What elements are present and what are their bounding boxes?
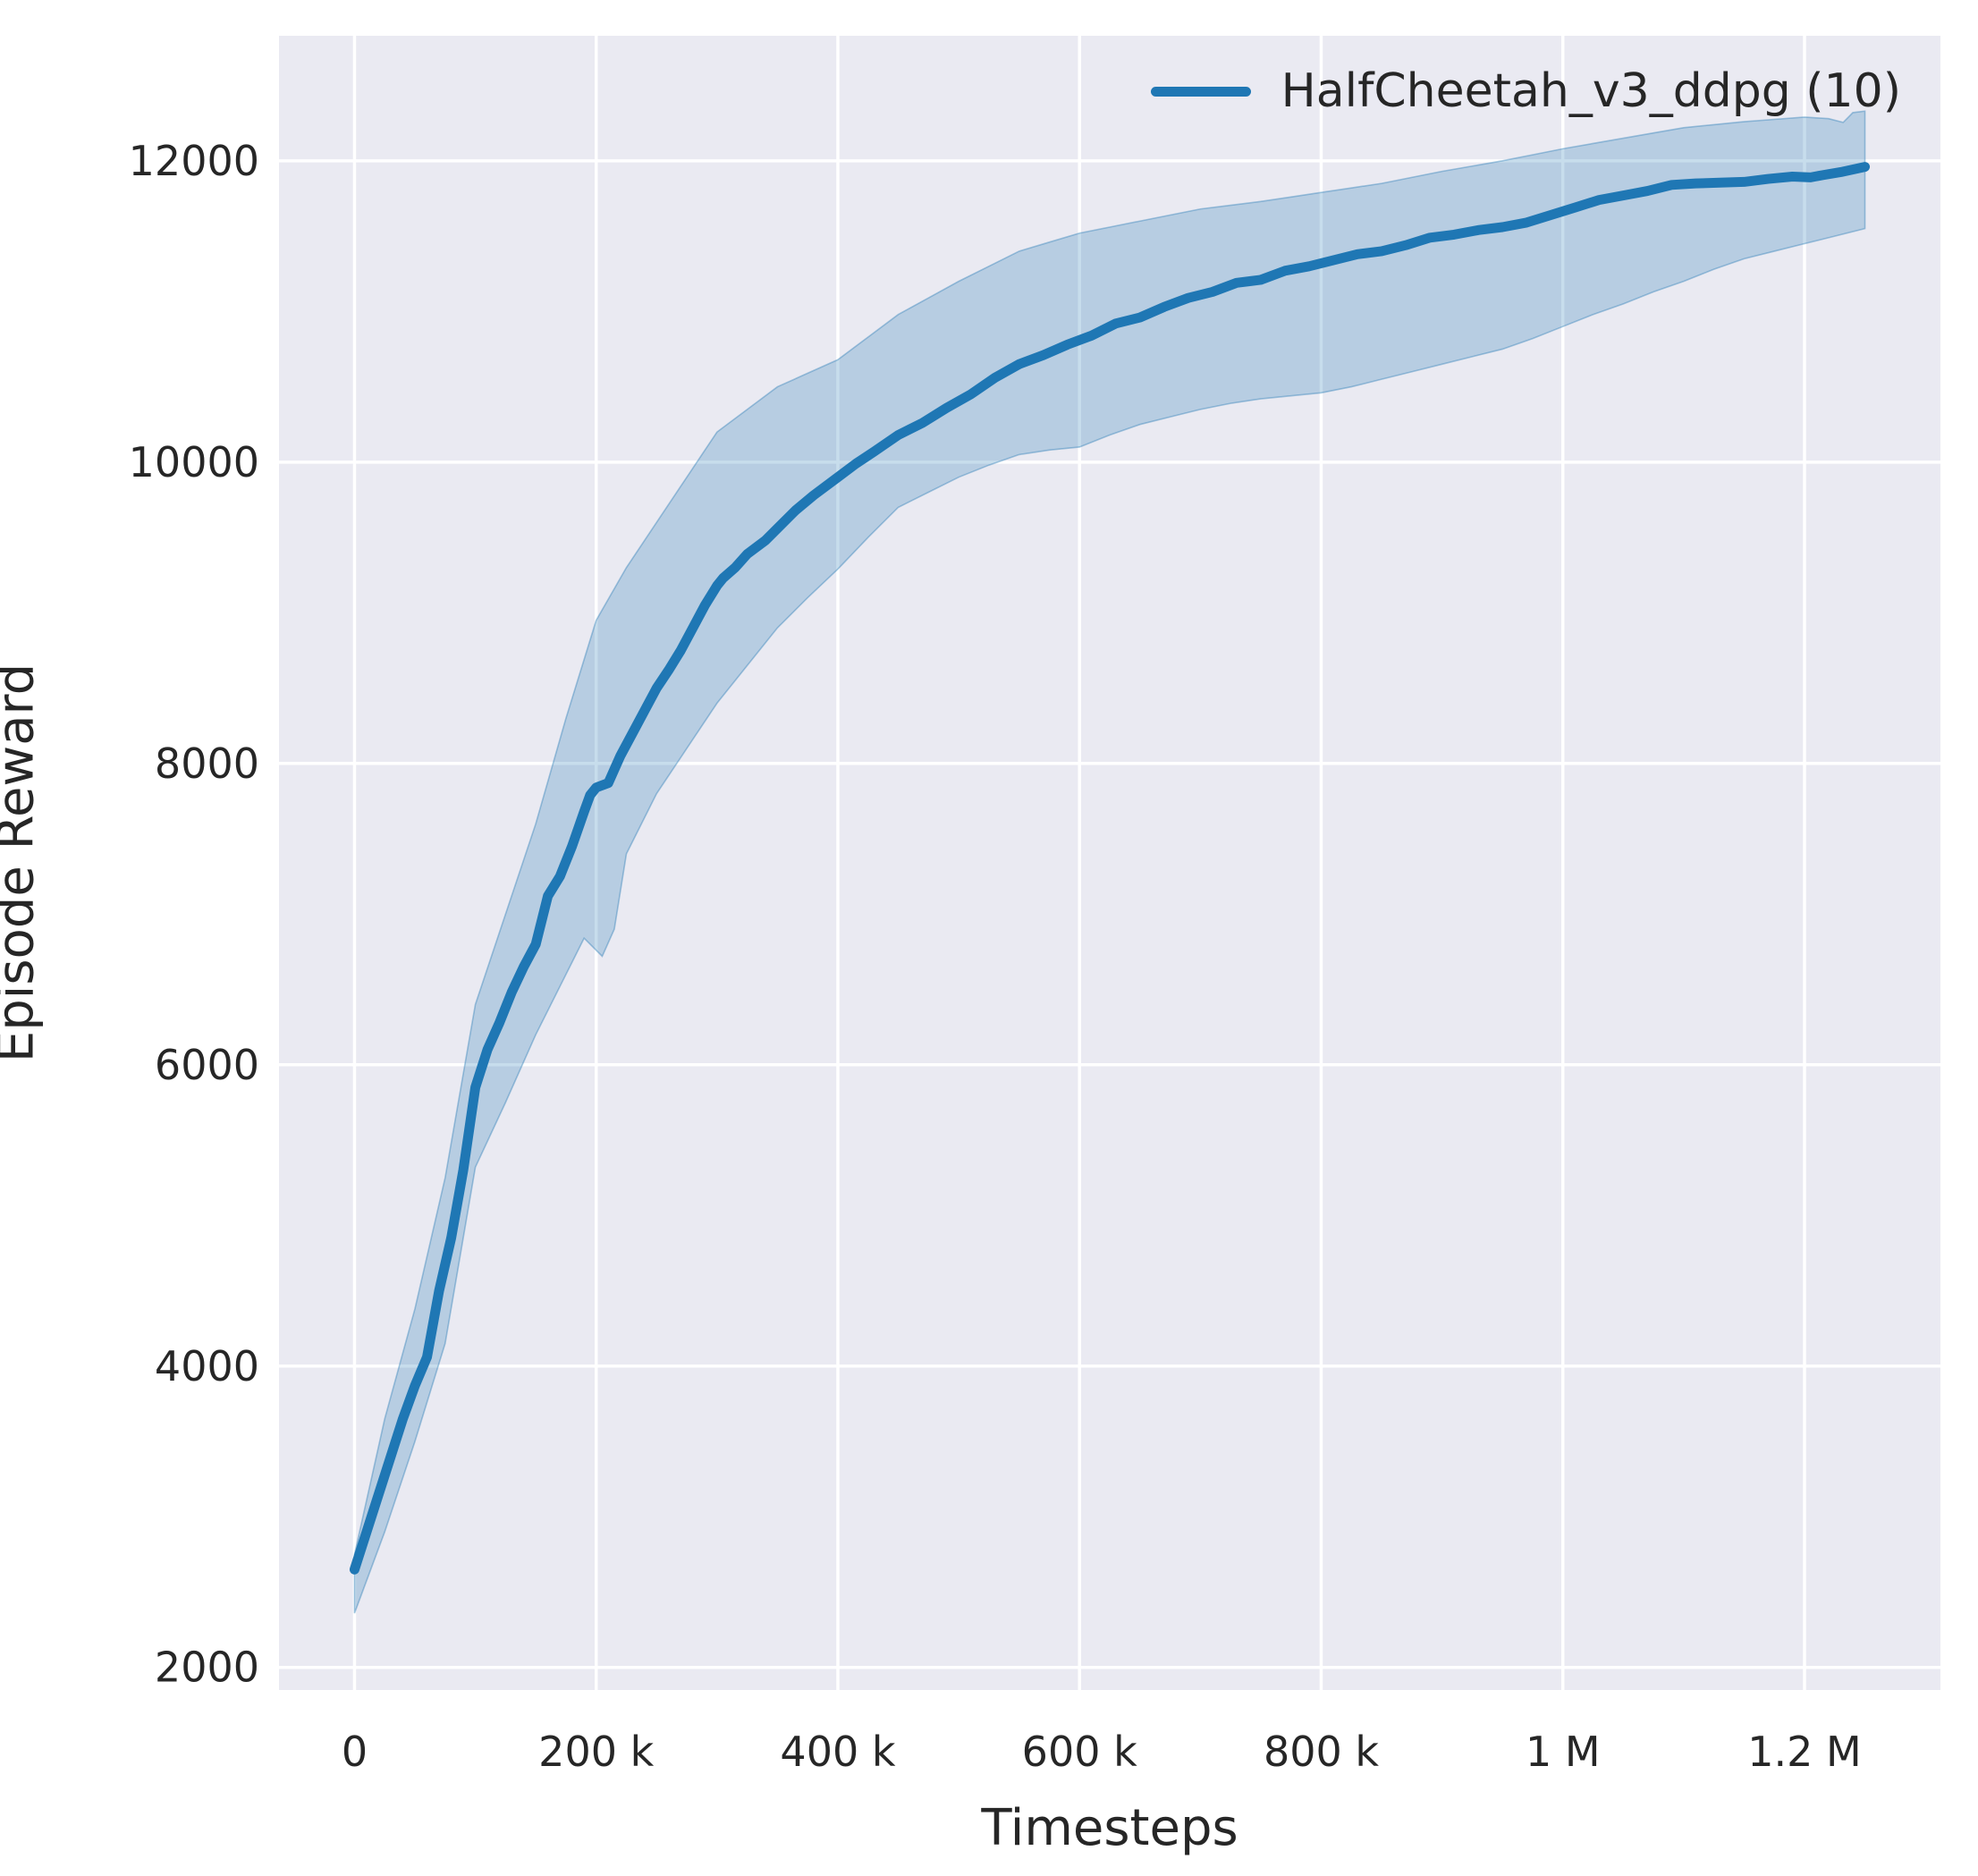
- x-tick-label: 400 k: [780, 1728, 895, 1776]
- x-axis-label: Timesteps: [981, 1799, 1238, 1857]
- y-tick-label: 10000: [129, 438, 259, 486]
- plot-background: [279, 36, 1940, 1690]
- y-tick-label: 12000: [129, 137, 259, 185]
- x-tick-label: 800 k: [1264, 1728, 1379, 1776]
- mean-line: [349, 162, 1871, 1575]
- confidence-band: [353, 110, 1866, 1614]
- y-tick-label: 2000: [155, 1644, 259, 1692]
- x-tick-label: 1.2 M: [1747, 1728, 1861, 1776]
- y-tick-label: 8000: [155, 739, 259, 788]
- legend-line-sample: [1150, 86, 1251, 97]
- x-tick-label: 1 M: [1526, 1728, 1601, 1776]
- y-axis-label: Episode Reward: [0, 663, 46, 1063]
- x-tick-label: 600 k: [1022, 1728, 1137, 1776]
- legend-entry-label: HalfCheetah_v3_ddpg (10): [1281, 64, 1901, 118]
- x-tick-label: 0: [342, 1728, 368, 1776]
- x-tick-label: 200 k: [538, 1728, 654, 1776]
- legend: HalfCheetah_v3_ddpg (10): [1150, 64, 1901, 118]
- y-tick-label: 4000: [155, 1342, 259, 1390]
- y-tick-label: 6000: [155, 1041, 259, 1089]
